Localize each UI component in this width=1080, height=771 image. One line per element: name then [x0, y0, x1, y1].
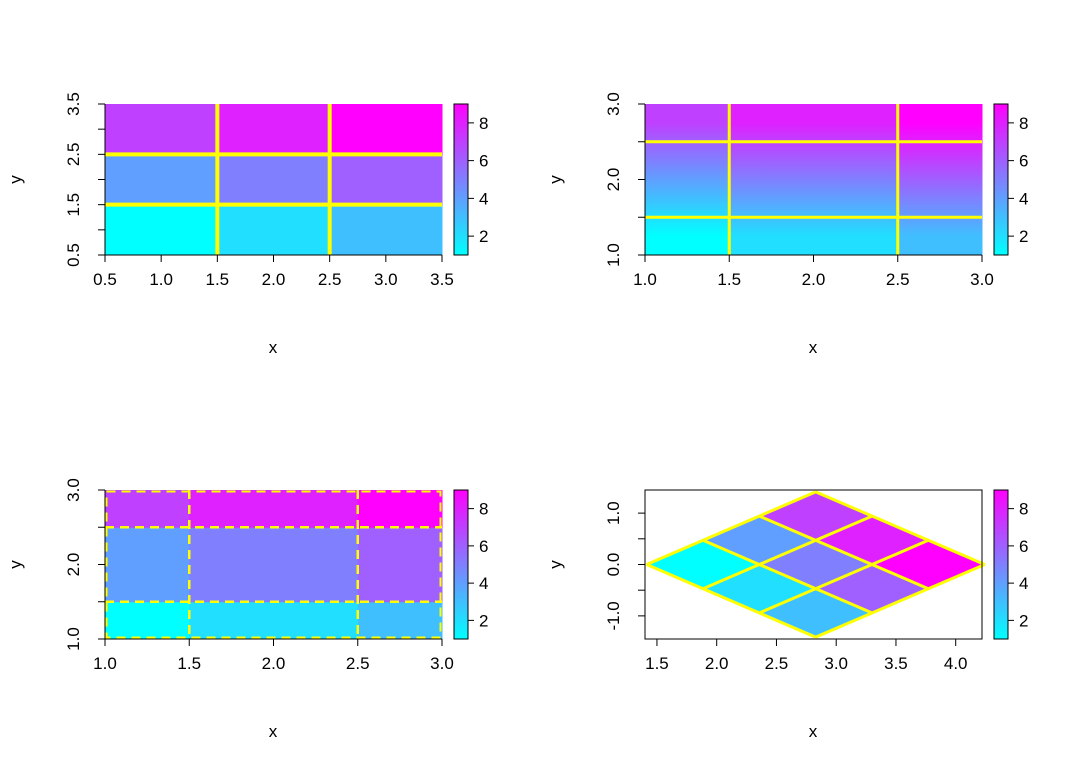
colorbar — [453, 103, 469, 256]
heatmap-cell — [329, 204, 443, 256]
colorbar-tick-label: 4 — [479, 189, 488, 208]
x-tick-label: 0.5 — [93, 270, 117, 289]
heatmap-column — [897, 104, 983, 255]
grid-line — [646, 563, 817, 639]
y-tick-label: 1.0 — [604, 243, 623, 267]
y-tick-label: 0.5 — [64, 243, 83, 267]
x-tick-label: 2.5 — [346, 654, 370, 673]
colorbar-tick-label: 8 — [1019, 114, 1028, 133]
colorbar-tick-label: 2 — [1019, 611, 1028, 630]
panel-bottom-left: 1.0 1.5 2.0 2.5 3.0 1.0 2.0 3.0 x y 2 4 6 8 — [6, 478, 488, 741]
x-tick-label: 2.0 — [802, 270, 826, 289]
grid-line — [758, 538, 929, 615]
x-axis-label: x — [809, 338, 818, 357]
heatmap-cell — [357, 601, 443, 640]
colorbar — [453, 489, 469, 640]
y-tick-label: 2.0 — [604, 168, 623, 192]
x-tick-label: 1.5 — [177, 654, 201, 673]
colorbar-tick-label: 2 — [479, 227, 488, 246]
panel-bottom-right: 1.5 2.0 2.5 3.0 3.5 4.0 -1.0 0.0 1.0 x y 2 4 6 8 — [546, 489, 1028, 741]
x-tick-label: 2.0 — [262, 270, 286, 289]
heatmap-cell — [357, 527, 443, 603]
y-axis-label: y — [6, 175, 25, 184]
colorbar — [993, 489, 1009, 640]
heatmap-cell — [217, 104, 331, 155]
heatmap-cell — [217, 154, 331, 206]
y-tick-label: 0.0 — [604, 553, 623, 577]
x-tick-label: 2.0 — [705, 654, 729, 673]
colorbar-tick-label: 8 — [479, 500, 488, 519]
colorbar-tick-label: 6 — [1019, 152, 1028, 171]
heatmap-cell — [189, 490, 359, 528]
grid-line — [702, 514, 873, 591]
heatmap-cell — [105, 204, 218, 256]
y-tick-label: 1.0 — [604, 501, 623, 525]
y-axis-label: y — [546, 175, 565, 184]
heatmap-cell — [105, 154, 218, 206]
colorbar-tick-label: 6 — [1019, 537, 1028, 556]
heatmap-cell — [105, 527, 190, 603]
colorbar-tick-label: 6 — [479, 152, 488, 171]
x-axis-label: x — [269, 338, 278, 357]
x-tick-label: 3.0 — [824, 654, 848, 673]
heatmap-column — [729, 104, 899, 255]
x-tick-label: 3.5 — [430, 270, 454, 289]
x-tick-label: 3.5 — [884, 654, 908, 673]
colorbar-tick-label: 8 — [1019, 500, 1028, 519]
x-tick-label: 2.5 — [886, 270, 910, 289]
x-tick-label: 2.5 — [318, 270, 342, 289]
heatmap-cell — [217, 204, 331, 256]
heatmap-cell — [329, 154, 443, 206]
x-tick-label: 3.0 — [374, 270, 398, 289]
grid-line — [815, 563, 986, 639]
y-axis-label: y — [6, 560, 25, 569]
grid-line — [815, 490, 986, 566]
x-tick-label: 3.0 — [430, 654, 454, 673]
y-tick-label: -1.0 — [604, 601, 623, 630]
heatmap-cell — [105, 104, 218, 155]
y-axis-label: y — [546, 560, 565, 569]
x-tick-label: 1.0 — [149, 270, 173, 289]
panel-top-right: 1.0 1.5 2.0 2.5 3.0 1.0 2.0 3.0 x y 2 4 6 8 — [546, 92, 1028, 357]
x-tick-label: 2.0 — [262, 654, 286, 673]
y-tick-label: 2.5 — [64, 143, 83, 167]
colorbar-tick-label: 4 — [479, 574, 488, 593]
colorbar-tick-label: 8 — [479, 114, 488, 133]
x-tick-label: 1.0 — [633, 270, 657, 289]
heatmap-cell — [105, 601, 190, 640]
colorbar-tick-label: 6 — [479, 537, 488, 556]
colorbar-tick-label: 2 — [1019, 227, 1028, 246]
x-tick-label: 1.5 — [645, 654, 669, 673]
heatmap-cell — [329, 104, 443, 155]
x-axis-label: x — [269, 722, 278, 741]
y-tick-label: 3.0 — [64, 478, 83, 502]
x-tick-label: 4.0 — [944, 654, 968, 673]
heatmap-cell — [189, 601, 359, 640]
grid-line — [758, 514, 929, 591]
heatmap-cell — [357, 490, 443, 528]
x-tick-label: 1.5 — [717, 270, 741, 289]
heatmap-cell — [189, 527, 359, 603]
y-tick-label: 1.5 — [64, 193, 83, 217]
x-axis-label: x — [809, 722, 818, 741]
grid-line — [646, 490, 817, 566]
x-tick-label: 1.5 — [206, 270, 230, 289]
heatmap-column — [645, 104, 730, 255]
grid-line — [702, 538, 873, 615]
grid-border — [105, 490, 442, 639]
x-tick-label: 1.0 — [93, 654, 117, 673]
x-tick-label: 3.0 — [970, 270, 994, 289]
y-tick-label: 3.0 — [604, 92, 623, 116]
colorbar-tick-label: 4 — [1019, 189, 1028, 208]
y-tick-label: 3.5 — [64, 92, 83, 116]
y-tick-label: 2.0 — [64, 553, 83, 577]
colorbar-tick-label: 4 — [1019, 574, 1028, 593]
colorbar — [993, 103, 1009, 256]
panel-top-left: 0.5 1.0 1.5 2.0 2.5 3.0 3.5 0.5 1.5 2.5 3.5 x y 2 4 6 8 — [6, 92, 488, 357]
y-tick-label: 1.0 — [64, 627, 83, 651]
x-tick-label: 2.5 — [765, 654, 789, 673]
colorbar-tick-label: 2 — [479, 611, 488, 630]
heatmap-cell — [105, 490, 190, 528]
